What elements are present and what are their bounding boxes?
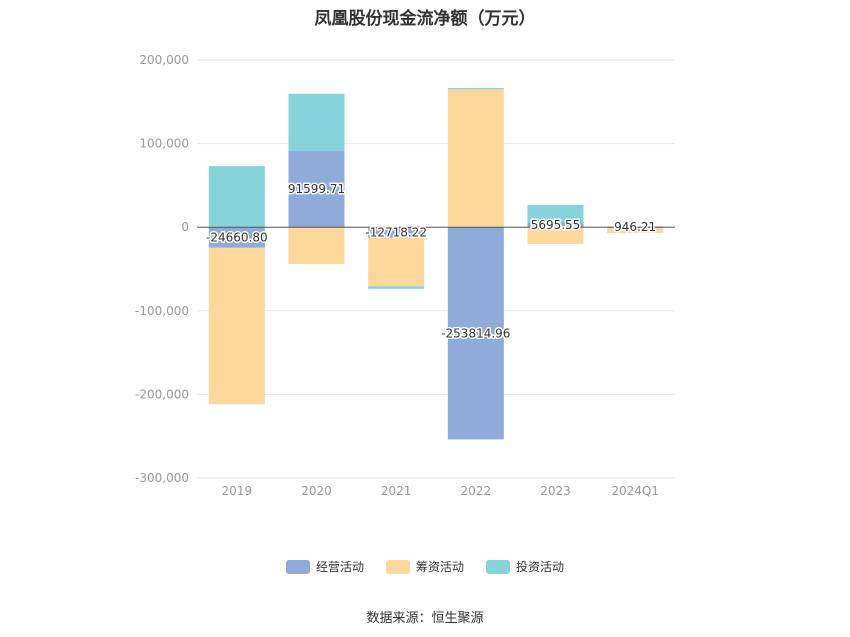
bar-segment	[368, 237, 425, 287]
legend-swatch	[285, 559, 310, 574]
bar-segment	[527, 222, 584, 228]
bar-segment	[288, 93, 345, 151]
bar-segment	[607, 227, 664, 234]
data-label: 946.21	[614, 220, 656, 234]
bar-segment	[447, 89, 504, 228]
grid-layer	[197, 59, 675, 479]
legend-item[interactable]: 经营活动	[285, 558, 364, 575]
legend-item[interactable]: 筹资活动	[385, 558, 464, 575]
legend-label: 筹资活动	[415, 560, 464, 574]
bar-segment	[288, 150, 345, 228]
bar-segment	[368, 227, 425, 238]
legend-label: 经营活动	[315, 560, 364, 574]
bar-segment	[208, 247, 265, 405]
data-label-layer: -24660.80 91599.71 -12718.22 -253814.96 5695…	[205, 180, 658, 341]
x-tick-label: 2022	[461, 484, 492, 498]
y-tick-label: -200,000	[135, 387, 189, 401]
chart-title: 凤凰股份现金流净额（万元）	[314, 9, 536, 29]
data-label: -24660.80	[206, 231, 268, 245]
x-tick-label: 2019	[222, 484, 253, 498]
bar-segment	[447, 88, 504, 90]
bar-segment	[527, 227, 584, 244]
bar-segment	[208, 166, 265, 228]
y-tick-label: 0	[181, 220, 189, 234]
data-label: -12718.22	[365, 226, 427, 240]
legend-swatch	[385, 559, 410, 574]
data-label: -253814.96	[441, 326, 510, 340]
bar-layer	[208, 88, 664, 440]
x-tick-label: 2024Q1	[611, 484, 659, 498]
y-tick-label: 100,000	[139, 137, 189, 151]
bar-segment	[447, 227, 504, 440]
legend-swatch	[486, 559, 510, 574]
x-tick-label: 2020	[301, 484, 332, 498]
bar-segment	[288, 227, 345, 264]
legend: 经营活动 筹资活动 投资活动	[0, 558, 850, 575]
x-tick-label: 2021	[381, 484, 412, 498]
y-tick-label: -100,000	[135, 304, 189, 318]
data-label: 91599.71	[288, 182, 345, 196]
legend-item[interactable]: 投资活动	[486, 558, 564, 575]
data-label: 5695.55	[531, 218, 581, 232]
bar-segment	[527, 204, 584, 223]
x-tick-label: 2023	[540, 484, 571, 498]
data-source-note: 数据来源：恒生聚源	[366, 611, 484, 626]
y-tick-label: -300,000	[135, 471, 189, 485]
bar-segment	[208, 227, 265, 248]
y-tick-label: 200,000	[139, 53, 189, 67]
bar-segment	[368, 286, 425, 289]
axis-layer: 200,000 100,000 0 -100,000 -200,000 -300,000 2…	[135, 53, 659, 498]
legend-label: 投资活动	[516, 560, 565, 574]
